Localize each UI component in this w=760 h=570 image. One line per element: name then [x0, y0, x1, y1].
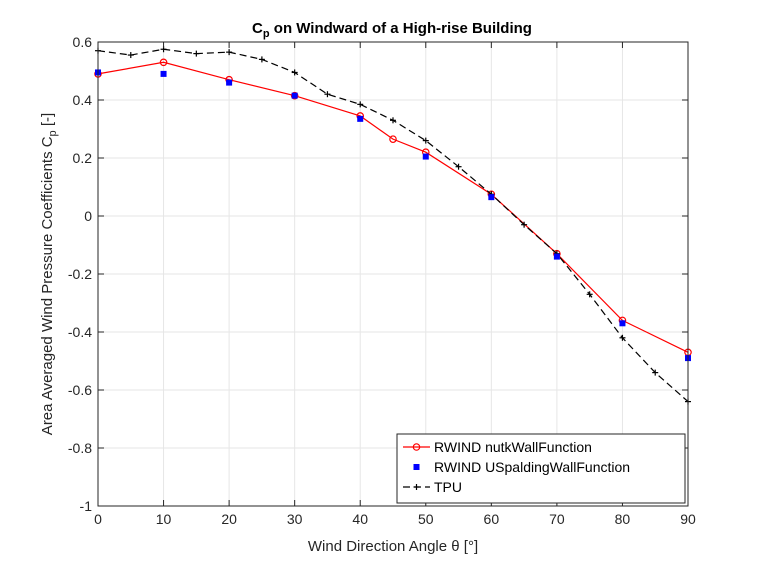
- x-tick-label: 50: [418, 511, 434, 527]
- data-point: [226, 79, 233, 86]
- legend-item: TPU: [403, 479, 462, 495]
- y-tick-label: -0.6: [68, 382, 92, 398]
- data-point: [652, 369, 659, 376]
- data-point: [422, 137, 429, 144]
- x-tick-label: 20: [221, 511, 237, 527]
- y-tick-label: 0.2: [73, 150, 93, 166]
- data-point: [619, 320, 626, 327]
- y-axis-label: Area Averaged Wind Pressure Coefficients…: [39, 113, 59, 435]
- data-point: [521, 221, 528, 228]
- data-point: [290, 91, 299, 100]
- x-tick-label: 70: [549, 511, 565, 527]
- grid-lines: [98, 42, 688, 506]
- y-tick-label: 0.6: [73, 34, 93, 50]
- legend-marker: [413, 464, 420, 470]
- legend-label: RWIND nutkWallFunction: [434, 439, 592, 455]
- x-tick-label: 80: [615, 511, 631, 527]
- x-tick-label: 40: [352, 511, 368, 527]
- data-point: [619, 334, 626, 341]
- x-tick-label: 0: [94, 511, 102, 527]
- x-tick-label: 10: [156, 511, 172, 527]
- legend-box: [396, 433, 686, 504]
- data-point: [455, 163, 462, 170]
- data-point: [291, 69, 298, 76]
- legend-item: RWIND USpaldingWallFunction: [413, 459, 630, 475]
- x-tick-label: 30: [287, 511, 303, 527]
- series-line: [97, 61, 689, 353]
- data-point: [193, 50, 200, 57]
- data-point: [258, 56, 265, 63]
- data-point: [389, 135, 397, 143]
- legend-label: TPU: [434, 479, 462, 495]
- data-point: [160, 70, 167, 77]
- axis-ticks: 0 10 20 30 40 50 60 70 80 90 -1 -0.8 -0.6 -0.4 -0.2 0 0.…: [68, 34, 696, 527]
- y-tick-label: -0.4: [68, 324, 92, 340]
- data-point: [159, 58, 168, 67]
- legend-label: RWIND USpaldingWallFunction: [434, 459, 630, 475]
- legend: RWIND nutkWallFunction RWIND USpaldingWal…: [396, 433, 686, 504]
- chart-title: Cp on Windward of a High-rise Building: [252, 20, 532, 40]
- data-point: [226, 49, 233, 56]
- legend-marker: [413, 484, 420, 490]
- y-tick-label: -0.2: [68, 266, 92, 282]
- data-point: [324, 91, 331, 98]
- data-point: [127, 52, 134, 59]
- data-point: [553, 253, 560, 260]
- x-axis-label: Wind Direction Angle θ [°]: [308, 538, 478, 555]
- data-point: [488, 194, 495, 201]
- series-layer: [94, 46, 692, 405]
- legend-marker: [412, 443, 421, 451]
- data-point: [390, 117, 396, 124]
- x-tick-label: 60: [484, 511, 500, 527]
- y-tick-label: -1: [80, 498, 93, 514]
- data-point: [422, 153, 429, 160]
- data-point: [586, 291, 593, 298]
- data-point: [291, 92, 298, 99]
- legend-item: RWIND nutkWallFunction: [403, 439, 592, 455]
- y-tick-label: -0.8: [68, 440, 92, 456]
- x-tick-label: 90: [680, 511, 696, 527]
- y-tick-label: 0.4: [73, 92, 93, 108]
- data-point: [357, 115, 364, 122]
- y-tick-label: 0: [84, 208, 92, 224]
- data-point: [357, 101, 364, 108]
